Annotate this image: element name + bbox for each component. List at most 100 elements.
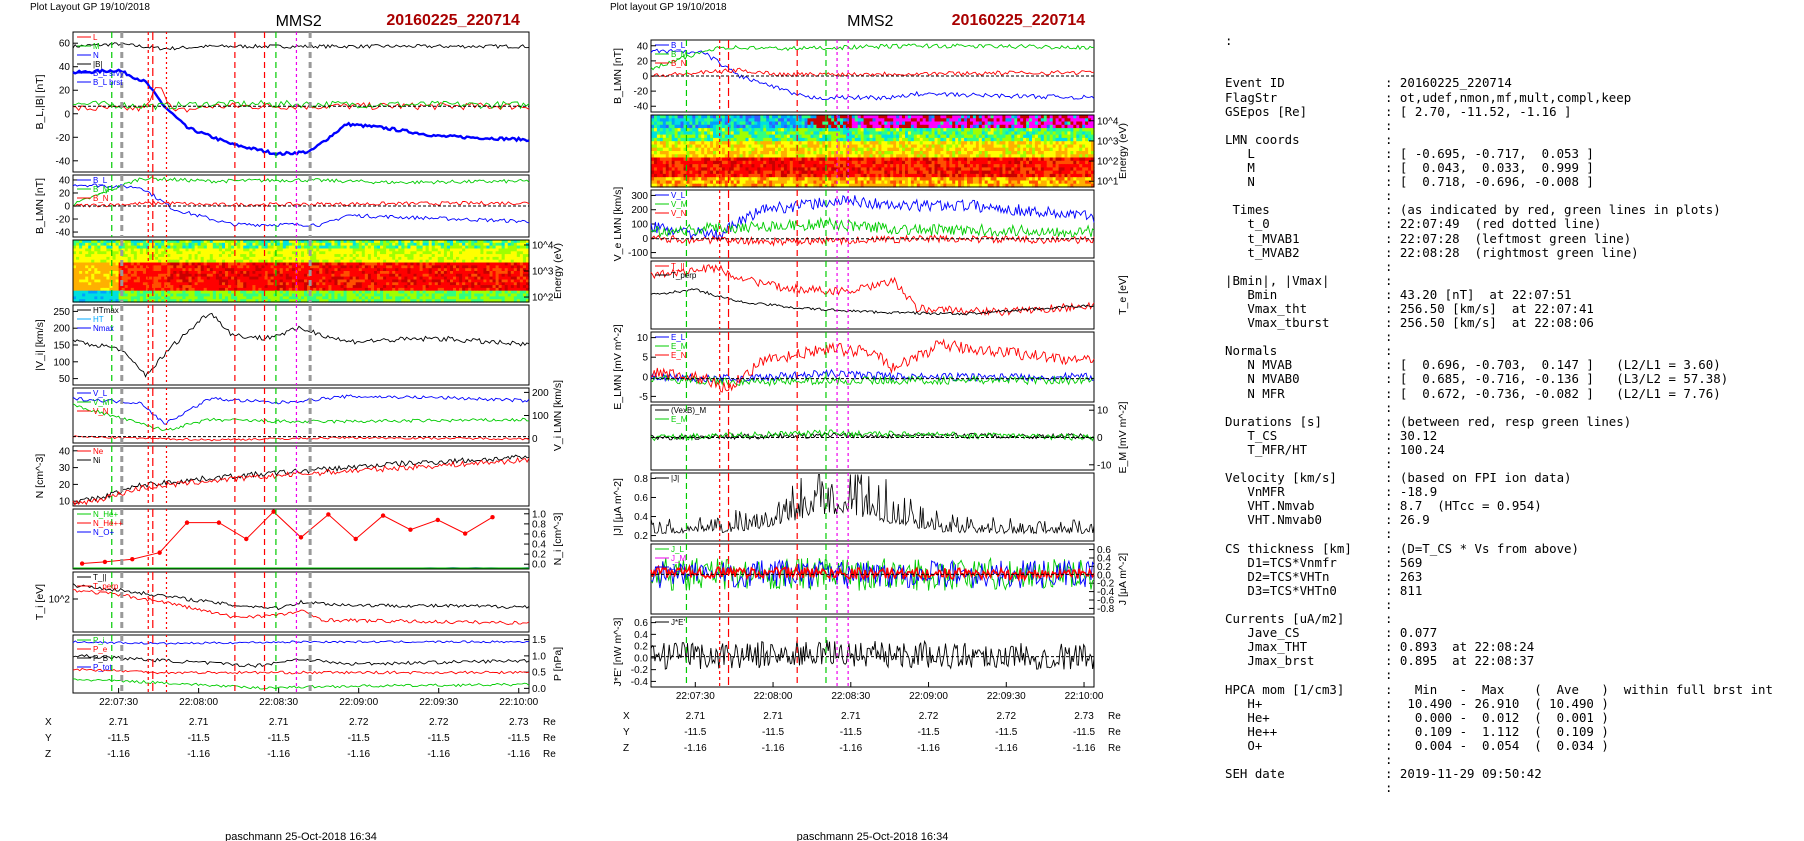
spectrogram-cell (724, 134, 729, 139)
spectrogram-cell (1043, 118, 1048, 123)
legend-entry: T_perp (93, 582, 119, 591)
spectrogram-cell (698, 128, 702, 132)
spectrogram-cell (733, 141, 738, 146)
spectrogram-cell (124, 256, 129, 261)
spectrogram-cell (194, 262, 199, 266)
spectrogram-cell (374, 256, 378, 261)
spectrogram-cell (294, 296, 299, 300)
spectrogram-cell (993, 137, 998, 142)
spectrogram-cell (816, 137, 820, 142)
spectrogram-cell (322, 256, 326, 261)
spectrogram-cell (152, 262, 156, 266)
spectrogram-cell (410, 273, 414, 278)
spectrogram-cell (489, 248, 494, 252)
spectrogram-cell (115, 293, 120, 297)
spectrogram-cell (130, 293, 135, 297)
spectrogram-cell (136, 271, 141, 275)
spectrogram-cell (958, 134, 962, 139)
spectrogram-cell (1064, 124, 1069, 129)
spectrogram-cell (425, 282, 430, 286)
spectrogram-cell (916, 134, 921, 139)
spectrogram-cell (863, 128, 868, 132)
data-point (490, 514, 495, 520)
spectrogram-cell (1002, 115, 1006, 119)
spectrogram-cell (483, 273, 487, 278)
spectrogram-cell (748, 121, 753, 126)
spectrogram-cell (173, 296, 177, 300)
spectrogram-cell (727, 134, 732, 139)
spectrogram-cell (519, 242, 524, 247)
spectrogram-cell (197, 242, 202, 247)
spectrogram-cell (79, 279, 83, 283)
spectrogram-cell (928, 115, 933, 119)
spectrogram-cell (848, 131, 853, 136)
spectrogram-cell (683, 141, 688, 146)
spectrogram-cell (258, 256, 262, 261)
spectrogram-cell (519, 268, 524, 272)
spectrogram-cell (203, 279, 208, 283)
spectrogram-cell (854, 124, 859, 129)
spectrogram-cell (440, 290, 445, 295)
spectrogram-cell (840, 137, 844, 142)
spectrogram-cell (161, 259, 165, 264)
spectrogram-cell (757, 115, 761, 119)
spectrogram-cell (704, 115, 708, 119)
spectrogram-cell (1043, 134, 1048, 139)
spectrogram-cell (319, 256, 323, 261)
spectrogram-cell (85, 245, 89, 249)
spectrogram-cell (322, 296, 326, 300)
ephemeris-value: -11.5 (348, 733, 370, 744)
legend-entry: V_N (93, 407, 109, 416)
spectrogram-cell (975, 124, 980, 129)
spectrogram-cell (431, 248, 436, 252)
spectrogram-cell (730, 134, 735, 139)
spectrogram-cell (878, 115, 882, 119)
spectrogram-cell (255, 287, 259, 292)
spectrogram-cell (182, 293, 186, 297)
spectrogram-cell (453, 268, 457, 272)
spectrogram-cell (437, 240, 442, 244)
spectrogram-cell (334, 265, 338, 269)
spectrogram-cell (88, 296, 92, 300)
spectrogram-cell (167, 248, 171, 252)
spectrogram-cell (79, 256, 83, 261)
spectrogram-cell (434, 299, 439, 303)
spectrogram-cell (1046, 141, 1051, 146)
spectrogram-cell (680, 118, 685, 123)
spectrogram-cell (282, 299, 287, 303)
spectrogram-cell (182, 254, 186, 258)
spectrogram-cell (340, 273, 345, 278)
spectrogram-cell (1082, 121, 1086, 126)
spectrogram-cell (462, 245, 466, 249)
spectrogram-cell (313, 276, 317, 280)
spectrogram-cell (185, 251, 190, 255)
spectrogram-cell (462, 271, 466, 275)
spectrogram-cell (285, 285, 290, 289)
spectrogram-cell (322, 240, 326, 244)
spectrogram-cell (73, 271, 77, 275)
spectrogram-cell (878, 134, 882, 139)
spectrogram-cell (331, 293, 335, 297)
spectrogram-cell (370, 259, 375, 264)
spectrogram-cell (1088, 115, 1092, 119)
spectrogram-cell (970, 141, 974, 146)
spectrogram-cell (707, 128, 711, 132)
spectrogram-cell (209, 262, 214, 266)
spectrogram-cell (1064, 128, 1069, 132)
spectrogram-cell (1002, 121, 1006, 126)
spectrogram-cell (370, 262, 375, 266)
spectrogram-cell (115, 290, 120, 295)
spectrogram-cell (964, 115, 968, 119)
spectrogram-cell (267, 248, 272, 252)
spectrogram-cell (465, 273, 469, 278)
spectrogram-cell (252, 290, 256, 295)
spectrogram-cell (136, 290, 141, 295)
spectrogram-cell (124, 279, 129, 283)
spectrogram-cell (919, 134, 924, 139)
spectrogram-cell (504, 285, 509, 289)
spectrogram-cell (522, 254, 527, 258)
spectrogram-cell (395, 293, 399, 297)
spectrogram-cell (79, 254, 83, 258)
spectrogram-cell (200, 287, 205, 292)
spectrogram-cell (450, 256, 454, 261)
